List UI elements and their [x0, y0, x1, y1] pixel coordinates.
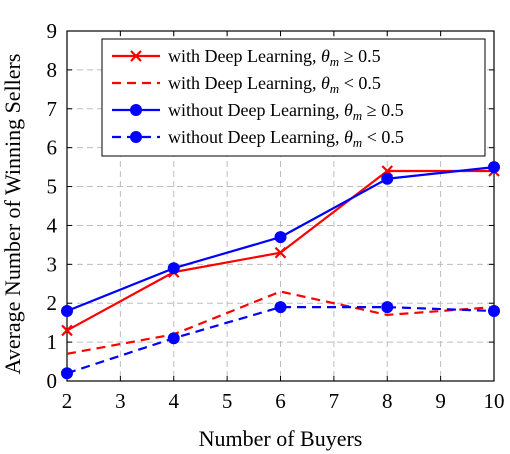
- data-point: [488, 305, 500, 317]
- y-axis-label: Average Number of Winning Sellers: [0, 54, 25, 375]
- data-point: [167, 332, 180, 345]
- legend-label-condition: ≥ 0.5: [339, 46, 380, 66]
- y-tick-label: 9: [47, 19, 58, 43]
- legend-marker: [130, 131, 142, 143]
- legend-box: [101, 38, 486, 157]
- legend-label-condition: < 0.5: [362, 127, 404, 147]
- data-point: [274, 301, 287, 314]
- legend-entry: with Deep Learning, θm < 0.5: [112, 73, 381, 96]
- legend-entry: without Deep Learning, θm ≥ 0.5: [112, 100, 404, 123]
- y-tick-label: 7: [47, 97, 58, 121]
- y-tick-label: 8: [47, 58, 58, 82]
- axis-ticks: 2 3 4 5 6 7 8 9 10 0 1 2 3 4 5 6 7 8 9: [47, 19, 505, 413]
- legend-label: with Deep Learning, θm < 0.5: [168, 73, 381, 96]
- data-point: [274, 231, 287, 244]
- data-point: [381, 301, 394, 314]
- data-point: [274, 246, 287, 259]
- legend-label-text: with Deep Learning,: [168, 73, 321, 93]
- legend-label: with Deep Learning, θm ≥ 0.5: [168, 46, 381, 69]
- legend-label-symbol: θ: [344, 100, 353, 120]
- legend-label-condition: < 0.5: [339, 73, 381, 93]
- legend-label: without Deep Learning, θm ≥ 0.5: [168, 100, 404, 123]
- y-tick-label: 3: [47, 252, 58, 276]
- x-marker-stroke: [130, 50, 142, 62]
- series-2: [66, 290, 495, 355]
- legend-label: without Deep Learning, θm < 0.5: [168, 127, 404, 150]
- x-axis-label: Number of Buyers: [199, 426, 363, 451]
- data-point: [167, 262, 180, 275]
- y-tick-label: 4: [47, 213, 58, 237]
- series-line: [66, 290, 495, 355]
- data-point: [381, 172, 394, 185]
- data-point: [488, 161, 500, 174]
- legend-marker: [130, 104, 142, 116]
- x-tick-label: 6: [275, 389, 286, 413]
- series-4: [61, 301, 500, 380]
- data-point: [61, 305, 73, 317]
- x-tick-label: 8: [382, 389, 393, 413]
- x-tick-label: 3: [115, 389, 126, 413]
- legend-label-symbol: θ: [344, 127, 353, 147]
- legend-label-text: without Deep Learning,: [168, 100, 344, 120]
- legend-label-subscript: m: [353, 135, 362, 150]
- x-tick-label: 7: [329, 389, 340, 413]
- x-tick-label: 9: [435, 389, 446, 413]
- y-tick-label: 6: [47, 136, 58, 160]
- legend-entry: with Deep Learning, θm ≥ 0.5: [112, 46, 381, 69]
- legend-label-text: with Deep Learning,: [168, 46, 321, 66]
- legend-label-text: without Deep Learning,: [168, 127, 344, 147]
- x-marker-stroke: [274, 246, 287, 259]
- x-tick-label: 10: [484, 389, 505, 413]
- x-tick-label: 2: [62, 389, 73, 413]
- y-tick-label: 2: [47, 291, 58, 315]
- x-tick-label: 4: [169, 389, 180, 413]
- x-tick-label: 5: [222, 389, 233, 413]
- y-tick-label: 1: [47, 330, 58, 354]
- legend-label-subscript: m: [330, 81, 339, 96]
- y-tick-label: 5: [47, 175, 58, 199]
- legend-label-condition: ≥ 0.5: [362, 100, 403, 120]
- series-3: [61, 161, 500, 317]
- legend-marker: [130, 50, 142, 62]
- series-lines: [61, 161, 500, 380]
- legend-label-symbol: θ: [321, 46, 330, 66]
- series-line: [66, 306, 495, 375]
- data-point: [61, 367, 73, 380]
- y-tick-label: 0: [47, 369, 58, 393]
- legend-label-subscript: m: [330, 54, 339, 69]
- legend-label-symbol: θ: [321, 73, 330, 93]
- x-marker-stroke: [61, 324, 73, 337]
- data-point: [61, 324, 73, 337]
- legend-entry: without Deep Learning, θm < 0.5: [112, 127, 404, 150]
- legend-label-subscript: m: [353, 108, 362, 123]
